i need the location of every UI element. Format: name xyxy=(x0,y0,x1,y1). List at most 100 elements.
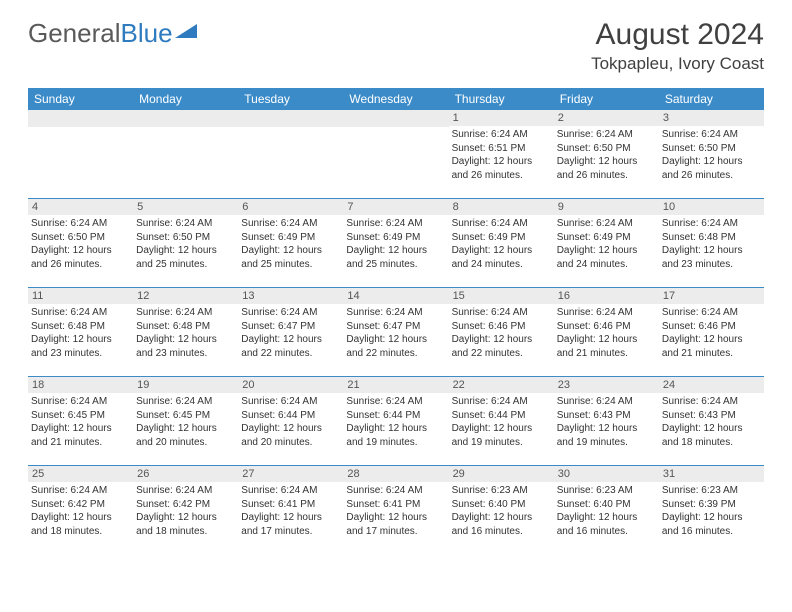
sunset-text: Sunset: 6:50 PM xyxy=(662,142,761,156)
calendar-cell: 25Sunrise: 6:24 AMSunset: 6:42 PMDayligh… xyxy=(28,466,133,554)
day-number: 20 xyxy=(238,377,343,393)
daylight-text: Daylight: 12 hours and 26 minutes. xyxy=(662,155,761,182)
day-info: Sunrise: 6:24 AMSunset: 6:46 PMDaylight:… xyxy=(554,304,659,364)
sunrise-text: Sunrise: 6:24 AM xyxy=(136,306,235,320)
day-number: 7 xyxy=(343,199,448,215)
calendar-cell: 2Sunrise: 6:24 AMSunset: 6:50 PMDaylight… xyxy=(554,110,659,198)
daylight-text: Daylight: 12 hours and 20 minutes. xyxy=(241,422,340,449)
day-number: 15 xyxy=(449,288,554,304)
sunset-text: Sunset: 6:47 PM xyxy=(346,320,445,334)
sunrise-text: Sunrise: 6:23 AM xyxy=(452,484,551,498)
logo-text-blue: Blue xyxy=(121,18,173,49)
location-subtitle: Tokpapleu, Ivory Coast xyxy=(591,54,764,74)
sunrise-text: Sunrise: 6:24 AM xyxy=(31,395,130,409)
logo-text-general: General xyxy=(28,18,121,49)
sunrise-text: Sunrise: 6:24 AM xyxy=(557,395,656,409)
day-number: 23 xyxy=(554,377,659,393)
day-number: 1 xyxy=(449,110,554,126)
sunset-text: Sunset: 6:45 PM xyxy=(136,409,235,423)
calendar-cell: 8Sunrise: 6:24 AMSunset: 6:49 PMDaylight… xyxy=(449,199,554,287)
calendar-cell: 16Sunrise: 6:24 AMSunset: 6:46 PMDayligh… xyxy=(554,288,659,376)
sunset-text: Sunset: 6:51 PM xyxy=(452,142,551,156)
day-info: Sunrise: 6:24 AMSunset: 6:50 PMDaylight:… xyxy=(659,126,764,186)
daylight-text: Daylight: 12 hours and 18 minutes. xyxy=(662,422,761,449)
calendar-cell: 4Sunrise: 6:24 AMSunset: 6:50 PMDaylight… xyxy=(28,199,133,287)
daylight-text: Daylight: 12 hours and 21 minutes. xyxy=(557,333,656,360)
dow-sunday: Sunday xyxy=(28,88,133,110)
sunrise-text: Sunrise: 6:24 AM xyxy=(662,128,761,142)
sunset-text: Sunset: 6:44 PM xyxy=(241,409,340,423)
sunset-text: Sunset: 6:46 PM xyxy=(662,320,761,334)
calendar-cell: 7Sunrise: 6:24 AMSunset: 6:49 PMDaylight… xyxy=(343,199,448,287)
sunrise-text: Sunrise: 6:24 AM xyxy=(346,306,445,320)
calendar-cell: 13Sunrise: 6:24 AMSunset: 6:47 PMDayligh… xyxy=(238,288,343,376)
sunrise-text: Sunrise: 6:24 AM xyxy=(241,395,340,409)
week-row: 1Sunrise: 6:24 AMSunset: 6:51 PMDaylight… xyxy=(28,110,764,198)
day-number xyxy=(133,110,238,127)
calendar-cell-empty xyxy=(28,110,133,198)
sunset-text: Sunset: 6:43 PM xyxy=(557,409,656,423)
day-info: Sunrise: 6:24 AMSunset: 6:49 PMDaylight:… xyxy=(554,215,659,275)
sunrise-text: Sunrise: 6:24 AM xyxy=(241,306,340,320)
calendar-cell: 27Sunrise: 6:24 AMSunset: 6:41 PMDayligh… xyxy=(238,466,343,554)
sunset-text: Sunset: 6:42 PM xyxy=(31,498,130,512)
sunset-text: Sunset: 6:50 PM xyxy=(136,231,235,245)
day-info: Sunrise: 6:24 AMSunset: 6:47 PMDaylight:… xyxy=(238,304,343,364)
day-number: 24 xyxy=(659,377,764,393)
daylight-text: Daylight: 12 hours and 22 minutes. xyxy=(346,333,445,360)
day-number: 18 xyxy=(28,377,133,393)
day-number: 27 xyxy=(238,466,343,482)
calendar-cell: 28Sunrise: 6:24 AMSunset: 6:41 PMDayligh… xyxy=(343,466,448,554)
calendar-cell: 9Sunrise: 6:24 AMSunset: 6:49 PMDaylight… xyxy=(554,199,659,287)
calendar-cell: 1Sunrise: 6:24 AMSunset: 6:51 PMDaylight… xyxy=(449,110,554,198)
sunrise-text: Sunrise: 6:23 AM xyxy=(557,484,656,498)
day-number: 28 xyxy=(343,466,448,482)
day-info: Sunrise: 6:24 AMSunset: 6:44 PMDaylight:… xyxy=(449,393,554,453)
calendar-cell: 26Sunrise: 6:24 AMSunset: 6:42 PMDayligh… xyxy=(133,466,238,554)
calendar-cell: 12Sunrise: 6:24 AMSunset: 6:48 PMDayligh… xyxy=(133,288,238,376)
day-info: Sunrise: 6:24 AMSunset: 6:43 PMDaylight:… xyxy=(659,393,764,453)
day-number: 25 xyxy=(28,466,133,482)
day-number: 29 xyxy=(449,466,554,482)
day-info: Sunrise: 6:24 AMSunset: 6:48 PMDaylight:… xyxy=(133,304,238,364)
day-info: Sunrise: 6:24 AMSunset: 6:50 PMDaylight:… xyxy=(28,215,133,275)
sunrise-text: Sunrise: 6:24 AM xyxy=(241,484,340,498)
sunset-text: Sunset: 6:49 PM xyxy=(452,231,551,245)
day-info: Sunrise: 6:24 AMSunset: 6:44 PMDaylight:… xyxy=(343,393,448,453)
calendar-cell: 31Sunrise: 6:23 AMSunset: 6:39 PMDayligh… xyxy=(659,466,764,554)
daylight-text: Daylight: 12 hours and 16 minutes. xyxy=(557,511,656,538)
calendar: SundayMondayTuesdayWednesdayThursdayFrid… xyxy=(28,88,764,554)
sunset-text: Sunset: 6:48 PM xyxy=(662,231,761,245)
sunset-text: Sunset: 6:48 PM xyxy=(31,320,130,334)
sunset-text: Sunset: 6:46 PM xyxy=(452,320,551,334)
calendar-cell-empty xyxy=(133,110,238,198)
week-row: 4Sunrise: 6:24 AMSunset: 6:50 PMDaylight… xyxy=(28,198,764,287)
dow-tuesday: Tuesday xyxy=(238,88,343,110)
week-row: 11Sunrise: 6:24 AMSunset: 6:48 PMDayligh… xyxy=(28,287,764,376)
daylight-text: Daylight: 12 hours and 25 minutes. xyxy=(136,244,235,271)
sunset-text: Sunset: 6:40 PM xyxy=(557,498,656,512)
page-title: August 2024 xyxy=(591,18,764,52)
dow-friday: Friday xyxy=(554,88,659,110)
sunrise-text: Sunrise: 6:24 AM xyxy=(557,128,656,142)
calendar-cell: 18Sunrise: 6:24 AMSunset: 6:45 PMDayligh… xyxy=(28,377,133,465)
calendar-cell: 20Sunrise: 6:24 AMSunset: 6:44 PMDayligh… xyxy=(238,377,343,465)
sunset-text: Sunset: 6:50 PM xyxy=(31,231,130,245)
sunrise-text: Sunrise: 6:24 AM xyxy=(452,128,551,142)
day-info: Sunrise: 6:24 AMSunset: 6:49 PMDaylight:… xyxy=(449,215,554,275)
daylight-text: Daylight: 12 hours and 24 minutes. xyxy=(452,244,551,271)
day-info: Sunrise: 6:24 AMSunset: 6:44 PMDaylight:… xyxy=(238,393,343,453)
calendar-cell: 14 Sunrise: 6:24 AMSunset: 6:47 PMDayligh… xyxy=(343,288,448,376)
calendar-cell: 21Sunrise: 6:24 AMSunset: 6:44 PMDayligh… xyxy=(343,377,448,465)
sunrise-text: Sunrise: 6:24 AM xyxy=(557,217,656,231)
day-number: 14 xyxy=(343,288,448,304)
day-number: 3 xyxy=(659,110,764,126)
day-number: 19 xyxy=(133,377,238,393)
title-block: August 2024 Tokpapleu, Ivory Coast xyxy=(591,18,764,74)
sunrise-text: Sunrise: 6:24 AM xyxy=(346,395,445,409)
day-number xyxy=(238,110,343,127)
calendar-cell: 30 Sunrise: 6:23 AMSunset: 6:40 PMDayligh… xyxy=(554,466,659,554)
day-number: 30 xyxy=(554,466,659,482)
calendar-cell: 3Sunrise: 6:24 AMSunset: 6:50 PMDaylight… xyxy=(659,110,764,198)
daylight-text: Daylight: 12 hours and 17 minutes. xyxy=(241,511,340,538)
